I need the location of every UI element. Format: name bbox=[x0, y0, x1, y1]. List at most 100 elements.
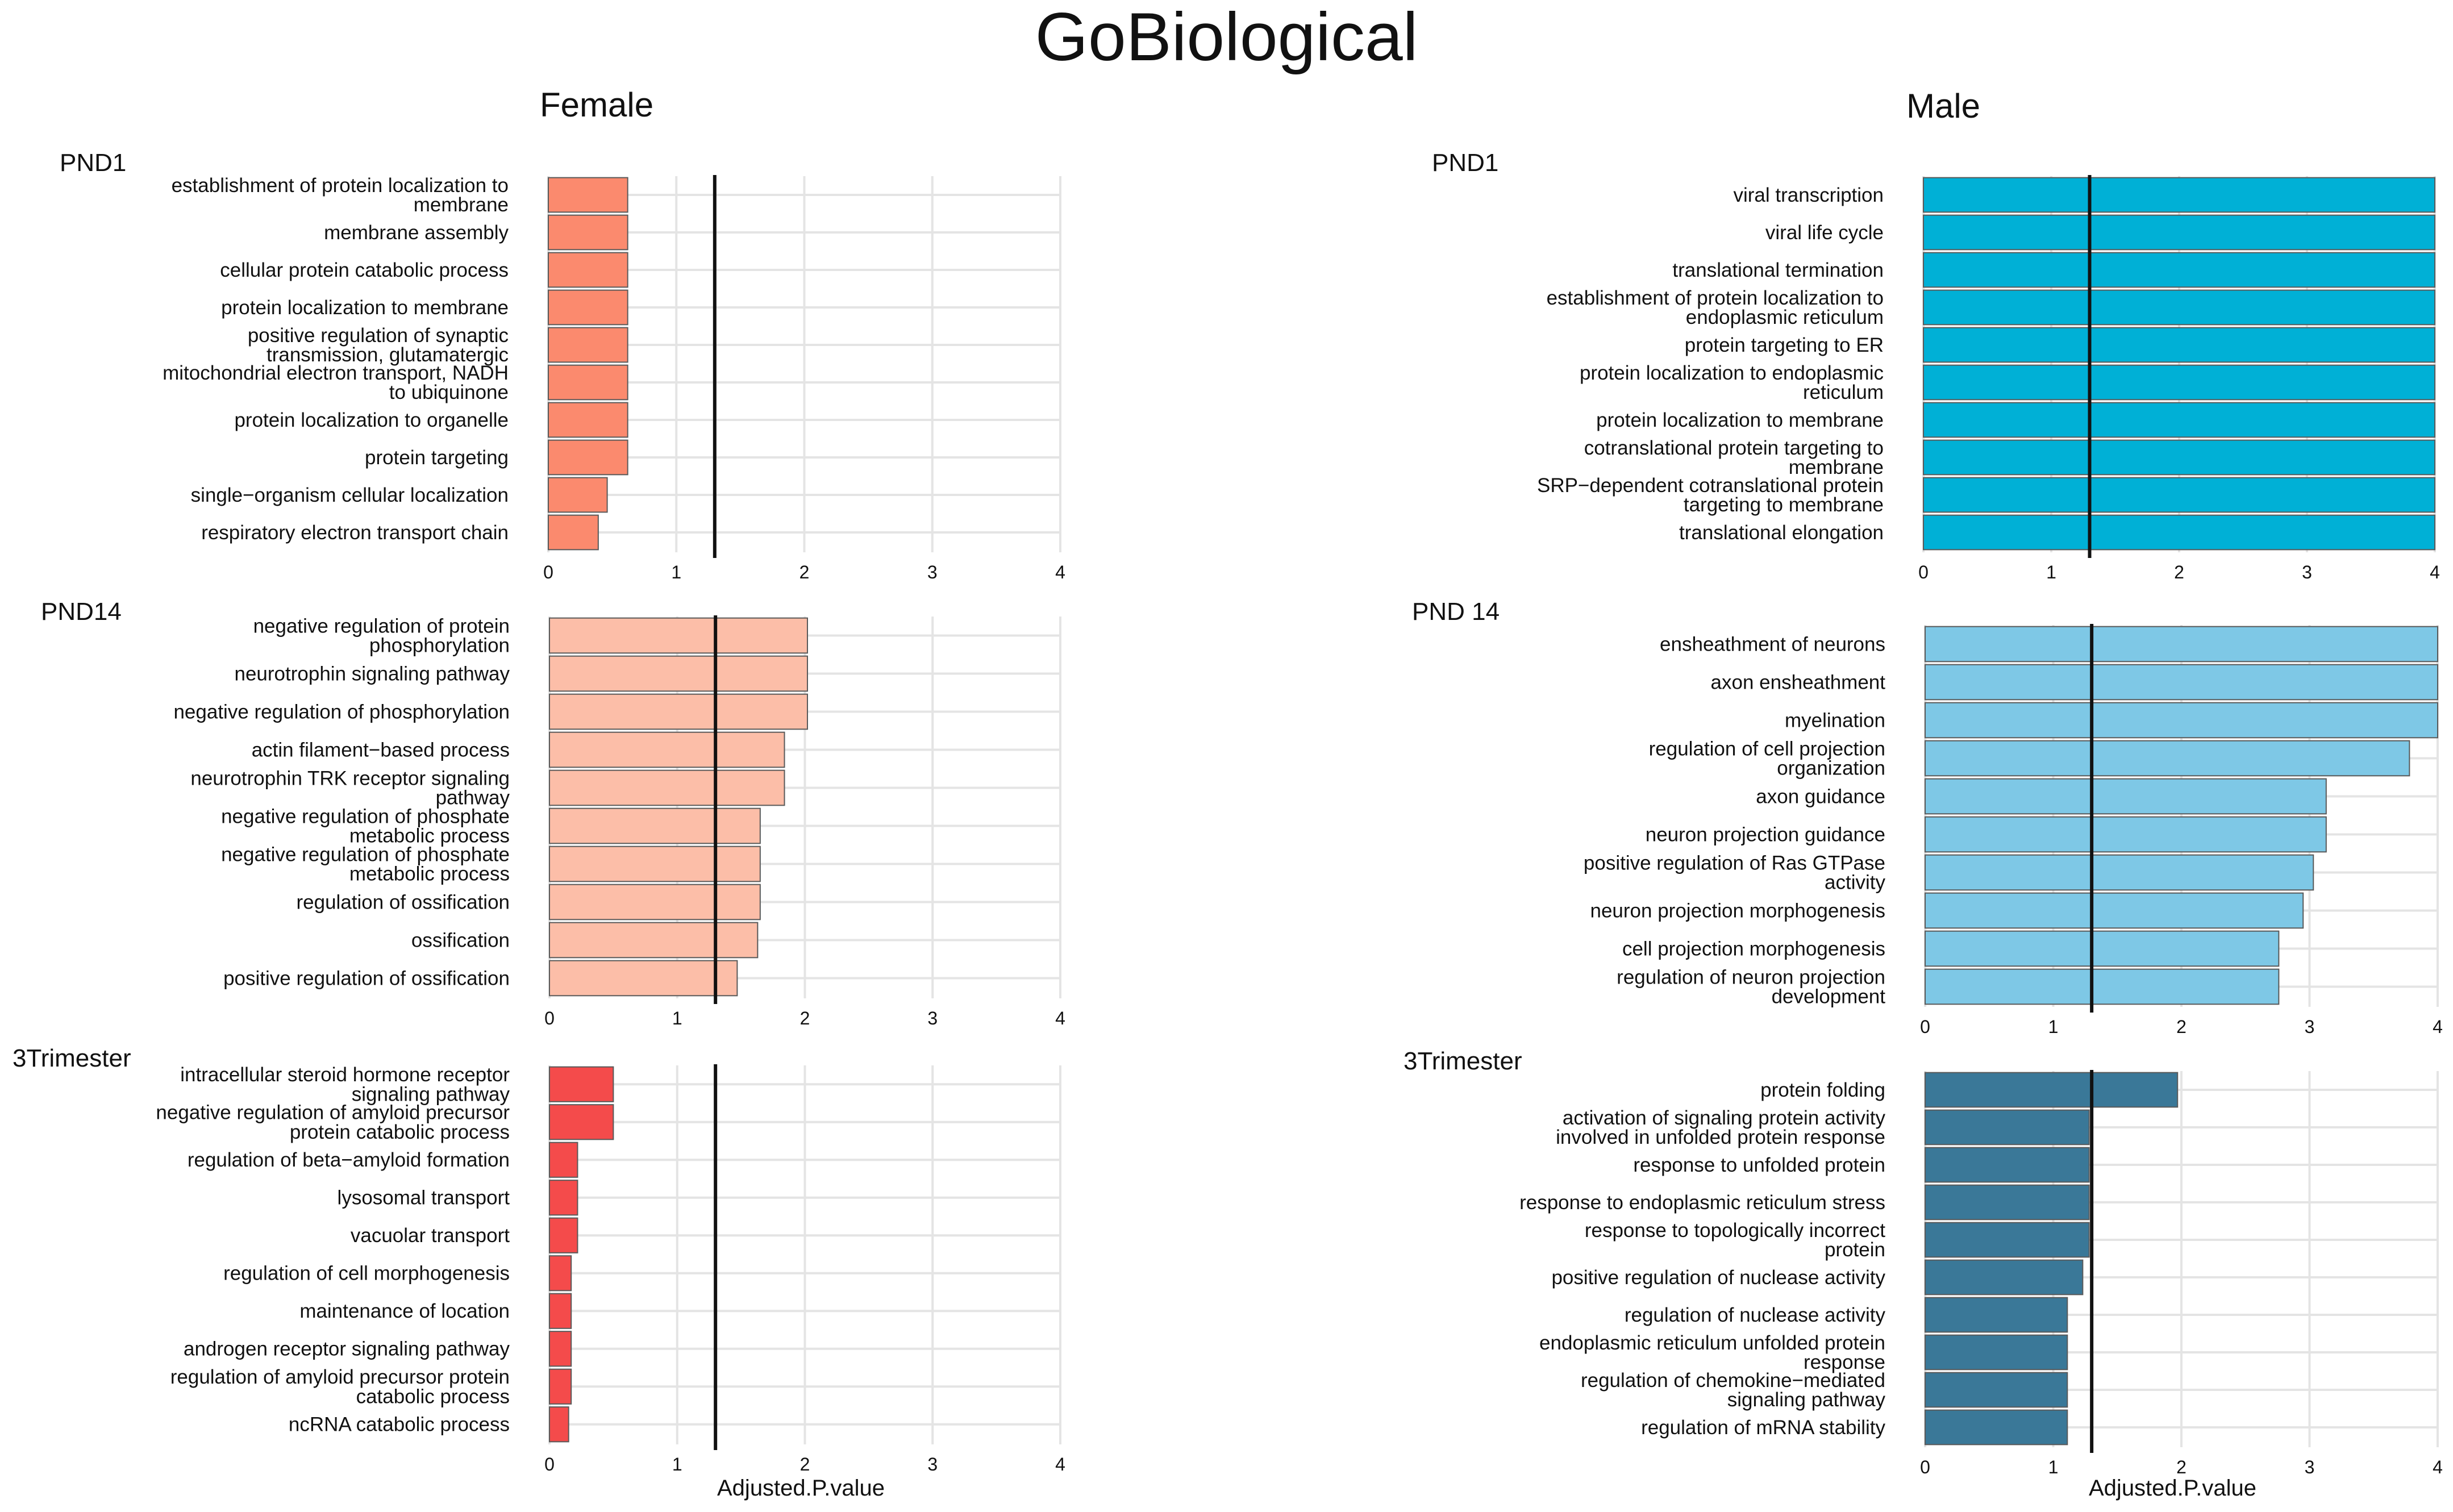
bar-1 bbox=[1925, 626, 2438, 663]
x-tick-label: 4 bbox=[2433, 1017, 2443, 1037]
bar-3 bbox=[1925, 1147, 2090, 1183]
x-tick-label: 2 bbox=[800, 1454, 810, 1474]
category-label: mitochondrial electron transport, NADH to… bbox=[163, 362, 509, 403]
bar-4 bbox=[549, 731, 785, 768]
category-label: protein localization to membrane bbox=[1596, 409, 1884, 431]
x-axis-label-male: Adjusted.P.value bbox=[2089, 1476, 2257, 1501]
bar-6 bbox=[548, 364, 628, 401]
category-label: regulation of mRNA stability bbox=[1641, 1417, 1885, 1439]
bar-9 bbox=[549, 1368, 572, 1405]
bar-10 bbox=[549, 1406, 569, 1443]
bar-8 bbox=[549, 884, 761, 920]
bar-9 bbox=[548, 477, 608, 513]
x-tick-label: 4 bbox=[1055, 1454, 1065, 1474]
x-tick-label: 0 bbox=[544, 1454, 555, 1474]
bar-8 bbox=[1925, 1334, 2068, 1371]
bar-1 bbox=[1923, 177, 2435, 213]
bar-4 bbox=[1923, 289, 2435, 326]
category-label: androgen receptor signaling pathway bbox=[184, 1338, 510, 1360]
category-label: response to endoplasmic reticulum stress bbox=[1519, 1192, 1885, 1214]
bar-10 bbox=[548, 514, 599, 551]
x-tick-label: 1 bbox=[671, 562, 681, 582]
panel-title-male-pnd14: PND 14 bbox=[1412, 598, 1500, 626]
x-tick-label: 1 bbox=[672, 1008, 682, 1028]
panel-title-female-3trimester: 3Trimester bbox=[13, 1044, 131, 1072]
x-tick-label: 4 bbox=[2433, 1457, 2443, 1477]
category-label: actin filament−based process bbox=[252, 739, 510, 761]
panel-female-pnd1: 0 1 2 3 4 establishment of protein localizati… bbox=[163, 174, 1065, 582]
bar-8 bbox=[549, 1331, 572, 1367]
category-label: positive regulation of nuclease activity bbox=[1551, 1267, 1885, 1289]
category-label: single−organism cellular localization bbox=[191, 484, 509, 506]
category-label: protein targeting bbox=[365, 447, 509, 469]
x-tick-label: 2 bbox=[2174, 562, 2184, 582]
x-tick-label: 0 bbox=[543, 562, 553, 582]
bar-3 bbox=[549, 693, 808, 730]
x-axis-label-female: Adjusted.P.value bbox=[717, 1476, 885, 1501]
category-label: SRP−dependent cotranslational protein tar… bbox=[1537, 474, 1884, 516]
x-tick-label: 4 bbox=[1055, 562, 1065, 582]
x-tick-label: 4 bbox=[2430, 562, 2440, 582]
bar-3 bbox=[1923, 252, 2435, 288]
category-label: neuron projection morphogenesis bbox=[1590, 899, 1886, 922]
category-label: respiratory electron transport chain bbox=[201, 522, 509, 544]
x-tick-label: 2 bbox=[799, 562, 810, 582]
female-column-title: Female bbox=[540, 86, 654, 124]
bar-10 bbox=[1925, 1409, 2068, 1446]
category-label: myelination bbox=[1785, 709, 1885, 731]
panel-female-pnd14: 0 1 2 3 4 negative regulation of protein phosp… bbox=[173, 615, 1065, 1028]
bar-3 bbox=[548, 252, 628, 288]
category-label: regulation of beta−amyloid formation bbox=[188, 1149, 510, 1171]
bar-5 bbox=[548, 327, 628, 363]
bar-10 bbox=[549, 960, 738, 997]
x-tick-label: 1 bbox=[2048, 1017, 2059, 1037]
bar-1 bbox=[1925, 1072, 2179, 1108]
x-tick-label: 2 bbox=[2176, 1017, 2187, 1037]
category-label: cell projection morphogenesis bbox=[1622, 938, 1885, 960]
bar-5 bbox=[549, 769, 785, 806]
category-label: establishment of protein localization to… bbox=[172, 174, 509, 216]
bar-8 bbox=[1925, 892, 2304, 929]
x-tick-label: 3 bbox=[927, 1008, 938, 1028]
bar-2 bbox=[1923, 214, 2435, 251]
category-label: regulation of cell projection organizatio… bbox=[1649, 738, 1885, 779]
category-label: regulation of chemokine−mediated signalin… bbox=[1581, 1369, 1886, 1411]
category-label: positive regulation of ossification bbox=[223, 967, 510, 989]
x-tick-label: 0 bbox=[544, 1008, 555, 1028]
bar-2 bbox=[548, 214, 628, 251]
category-label: protein localization to endoplasmic retic… bbox=[1580, 362, 1884, 403]
bar-8 bbox=[548, 439, 628, 476]
category-label: membrane assembly bbox=[324, 222, 509, 244]
bar-9 bbox=[1925, 1372, 2068, 1408]
bar-3 bbox=[1925, 702, 2438, 739]
bar-7 bbox=[1925, 1297, 2068, 1333]
bar-4 bbox=[1925, 740, 2410, 777]
bar-4 bbox=[549, 1180, 578, 1216]
bar-6 bbox=[1925, 1259, 2084, 1296]
category-label: negative regulation of phosphorylation bbox=[173, 701, 510, 723]
figure-title: GoBiological bbox=[1035, 0, 1418, 75]
x-tick-label: 1 bbox=[2048, 1457, 2059, 1477]
category-label: response to topologically incorrect prote… bbox=[1585, 1219, 1885, 1261]
category-label: regulation of cell morphogenesis bbox=[223, 1263, 510, 1285]
bar-9 bbox=[1923, 477, 2435, 513]
category-label: regulation of neuron projection developme… bbox=[1617, 966, 1885, 1007]
category-label: ensheathment of neurons bbox=[1660, 633, 1885, 655]
category-label: response to unfolded protein bbox=[1633, 1154, 1885, 1176]
category-label: neuron projection guidance bbox=[1646, 823, 1885, 845]
bar-2 bbox=[549, 1104, 614, 1140]
bar-6 bbox=[1923, 364, 2435, 401]
panel-title-female-pnd1: PND1 bbox=[60, 149, 127, 177]
x-tick-label: 1 bbox=[672, 1454, 682, 1474]
category-label: axon guidance bbox=[1756, 785, 1885, 807]
bar-4 bbox=[548, 289, 628, 326]
bar-7 bbox=[549, 845, 761, 882]
bar-6 bbox=[1925, 816, 2327, 853]
x-tick-label: 3 bbox=[927, 1454, 938, 1474]
bar-6 bbox=[549, 807, 761, 844]
bar-6 bbox=[549, 1255, 572, 1292]
category-label: cellular protein catabolic process bbox=[220, 259, 509, 281]
category-label: activation of signaling protein activity… bbox=[1556, 1107, 1885, 1148]
